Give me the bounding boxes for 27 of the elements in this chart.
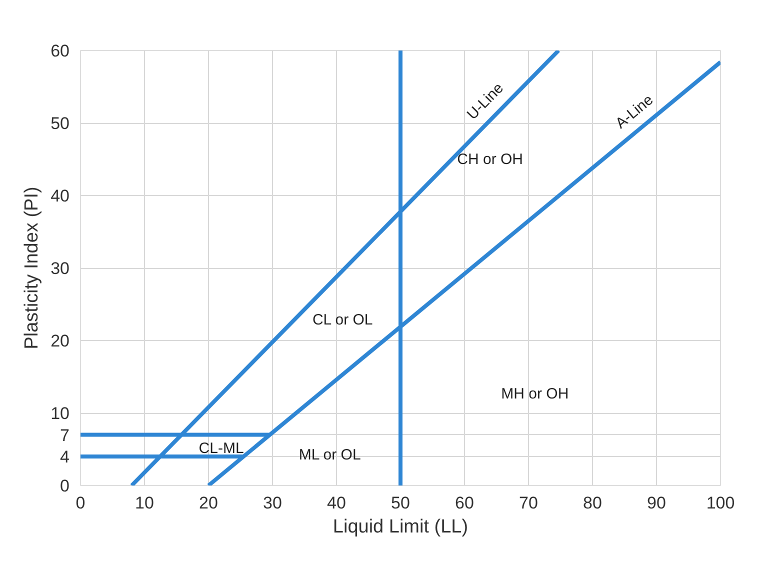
x-tick-label: 100 <box>706 494 735 512</box>
y-tick-label: 4 <box>60 448 70 466</box>
x-tick-label: 20 <box>199 494 218 512</box>
annotation: CL-ML <box>198 440 244 458</box>
y-axis-title: Plasticity Index (PI) <box>22 186 43 350</box>
annotation: ML or OL <box>298 446 361 464</box>
x-axis-title: Liquid Limit (LL) <box>332 516 468 538</box>
x-tick-label: 0 <box>76 494 86 512</box>
x-tick-label: 40 <box>327 494 346 512</box>
y-tick-label: 30 <box>50 259 70 278</box>
y-tick-label: 0 <box>60 476 70 496</box>
annotation: MH or OH <box>501 386 569 403</box>
y-tick-label: 40 <box>50 186 70 206</box>
x-tick-label: 10 <box>135 494 154 512</box>
x-tick-label: 90 <box>647 494 666 512</box>
y-tick-label: 20 <box>50 332 70 350</box>
y-tick-label: 7 <box>60 426 70 445</box>
y-tick-label: 50 <box>50 114 70 133</box>
x-tick-label: 50 <box>391 494 410 512</box>
y-tick-label: 60 <box>50 42 70 60</box>
x-tick-label: 60 <box>455 494 474 512</box>
x-tick-label: 70 <box>519 494 538 512</box>
x-tick-label: 80 <box>583 494 602 512</box>
annotation: CL or OL <box>312 312 373 329</box>
x-tick-label: 30 <box>263 494 282 512</box>
annotation: CH or OH <box>457 150 524 168</box>
y-tick-label: 10 <box>50 404 70 423</box>
